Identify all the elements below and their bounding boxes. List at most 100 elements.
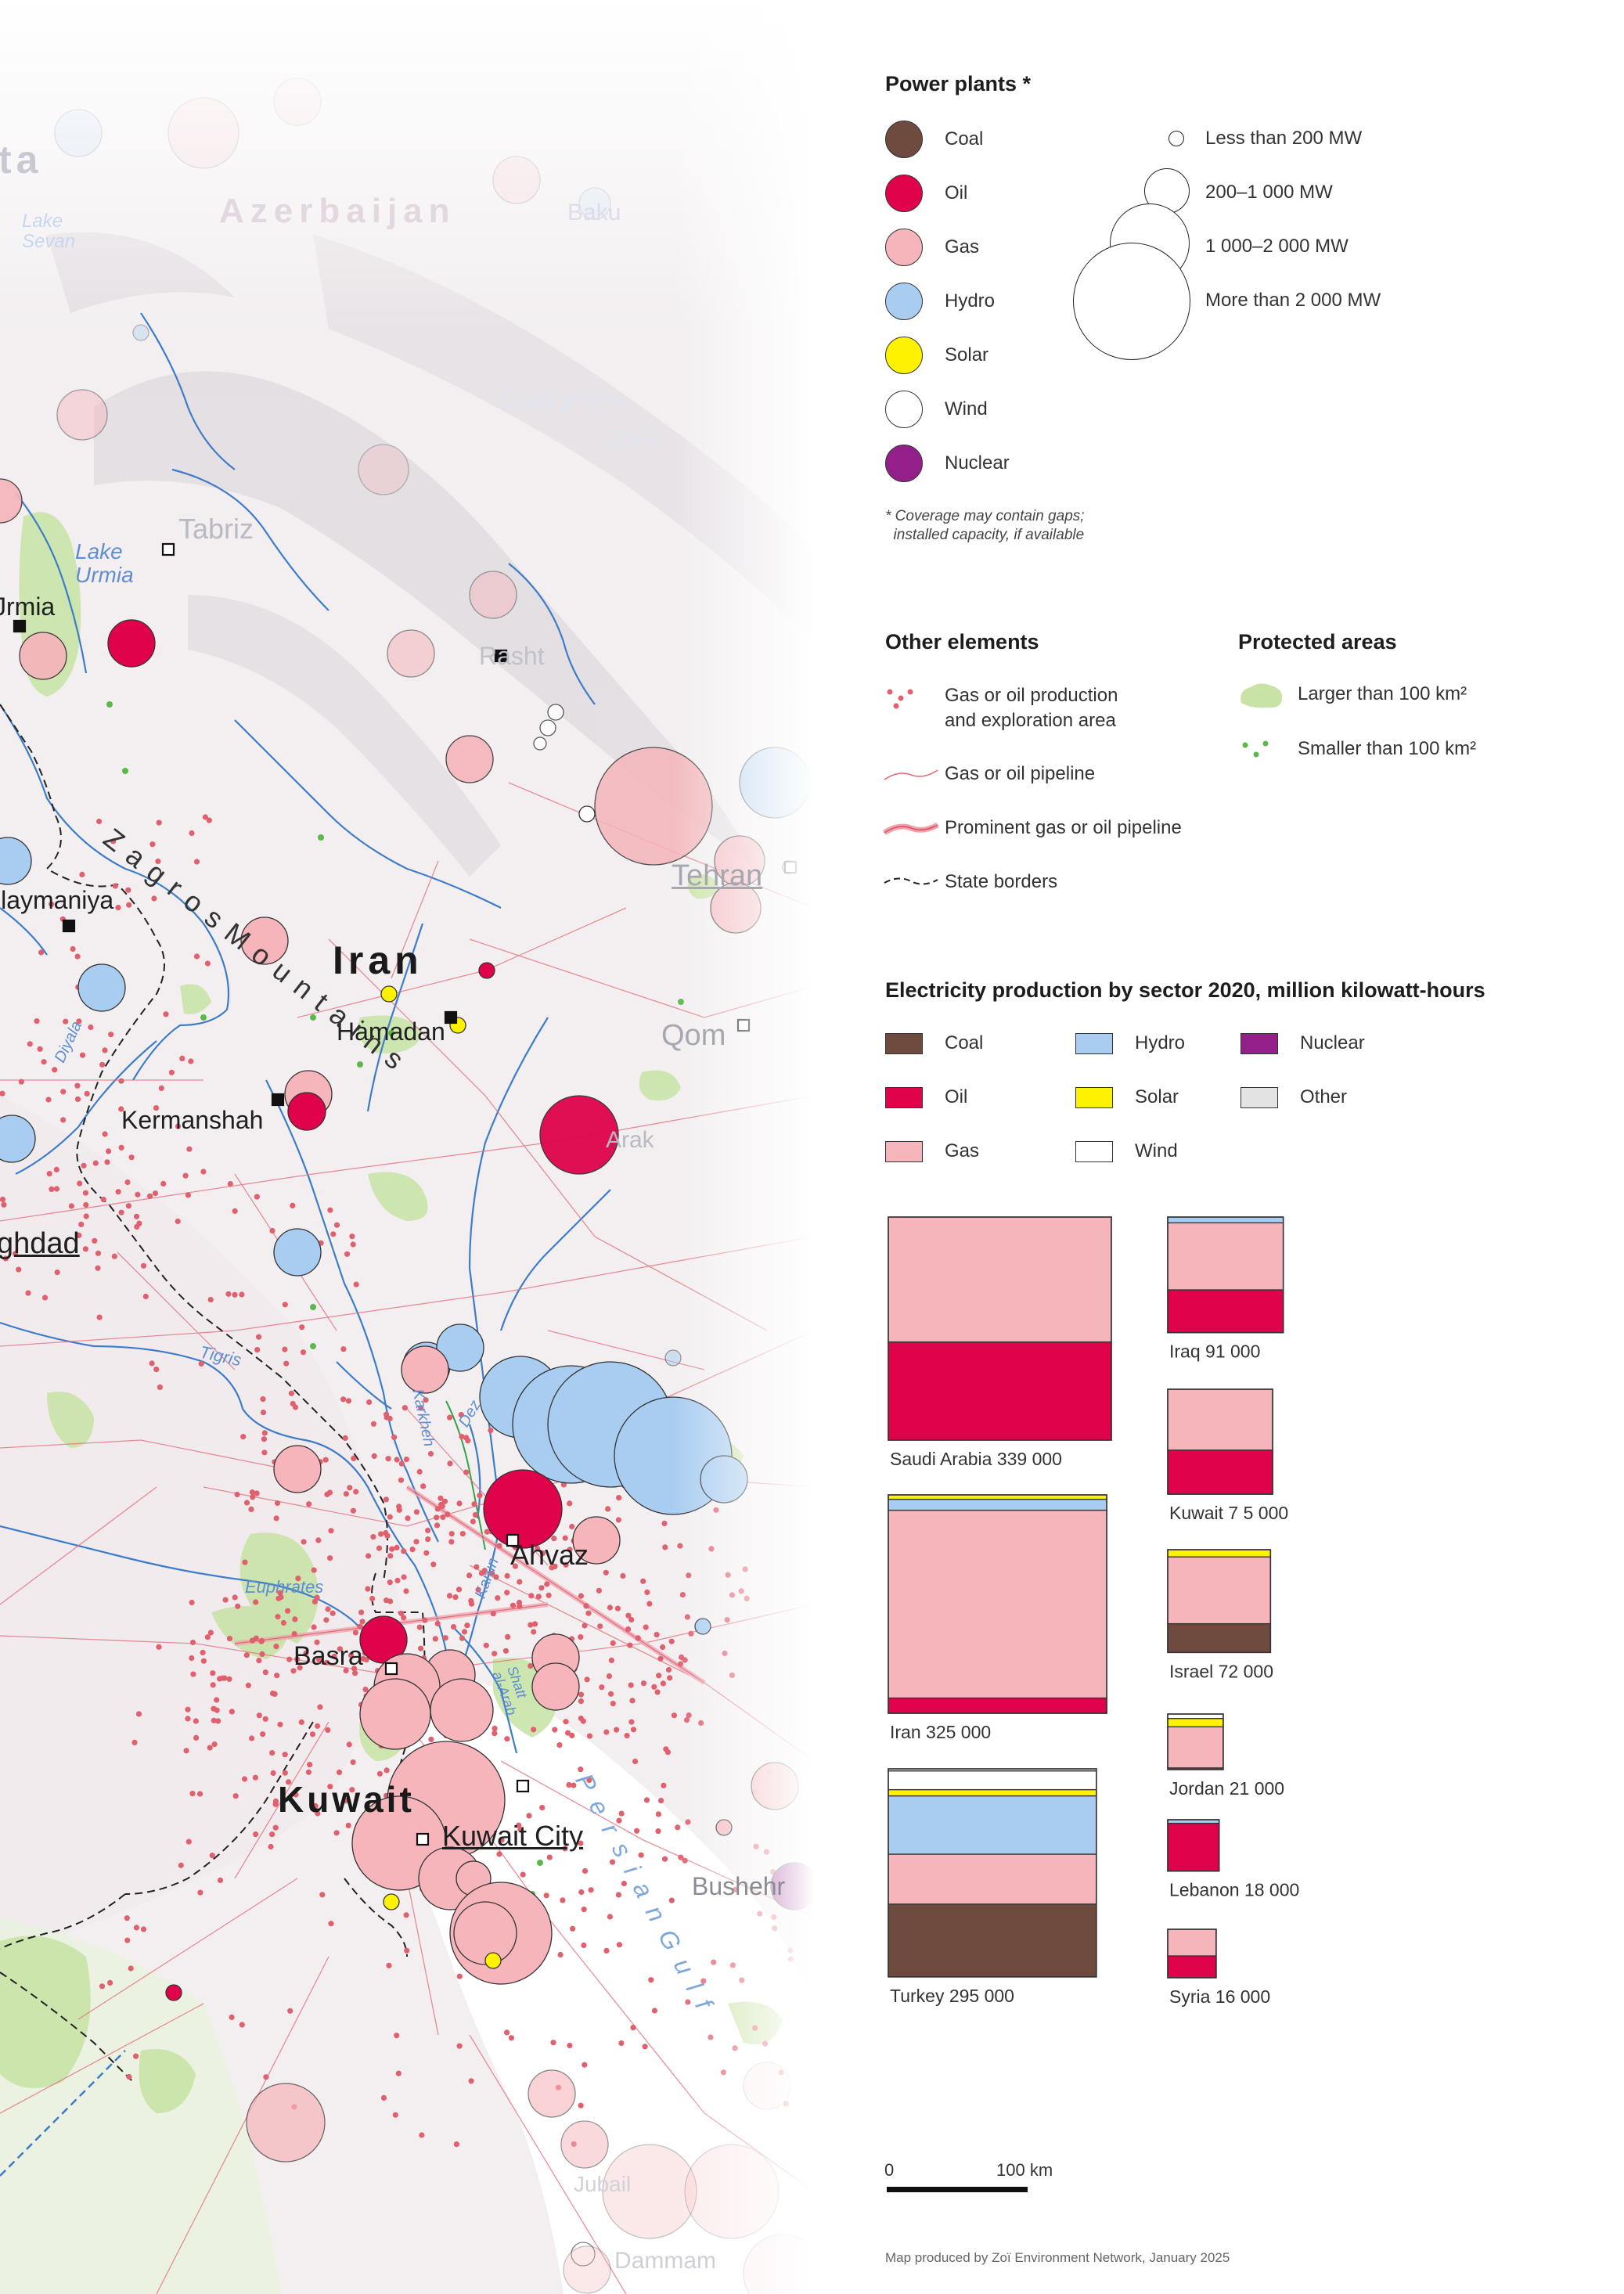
power-plant-solar-22[interactable]: [380, 985, 398, 1003]
field-dot-742: [517, 1826, 524, 1833]
power-plant-oil-21[interactable]: [478, 962, 495, 979]
power-plant-gas-46[interactable]: [430, 1678, 494, 1742]
field-dot-438: [82, 1246, 88, 1252]
label-urmia: Jrmia: [0, 592, 56, 621]
field-dot-519: [461, 1629, 468, 1635]
field-dot-312: [481, 1568, 488, 1574]
field-dot-608: [578, 1715, 584, 1722]
field-dot-481: [350, 1241, 356, 1248]
power-plant-gas-69[interactable]: [563, 2245, 611, 2294]
power-plant-oil-25[interactable]: [287, 1092, 326, 1131]
field-dot-184: [207, 1630, 214, 1636]
power-plant-gas-62[interactable]: [528, 2069, 576, 2118]
other-item-fields: Gas or oil production and exploration ar…: [945, 685, 1118, 731]
field-dot-636: [664, 1749, 672, 1756]
power-plant-gas-6[interactable]: [56, 389, 108, 441]
power-plant-hydro-28[interactable]: [273, 1228, 322, 1277]
power-plant-gas-13[interactable]: [445, 735, 494, 783]
border-2: [124, 1721, 314, 1895]
power-plant-gas-10[interactable]: [19, 632, 67, 680]
power-plant-wind-70[interactable]: [547, 704, 564, 721]
bar-segment-hydro: [888, 1498, 1107, 1511]
field-dot-45: [234, 1491, 240, 1498]
field-dot-304: [567, 1500, 573, 1507]
power-plant-gas-9[interactable]: [0, 478, 23, 524]
rivers: [0, 312, 611, 1754]
label-qom: Qom: [661, 1019, 726, 1052]
power-plant-gas-37[interactable]: [273, 1445, 322, 1493]
power-plant-solar-54[interactable]: [484, 1952, 502, 1969]
field-dot-677: [178, 1862, 184, 1868]
power-plant-oil-60[interactable]: [165, 1984, 182, 2001]
field-dot-490: [349, 1233, 355, 1240]
field-dot-649: [197, 1889, 203, 1896]
field-dot-235: [357, 1623, 363, 1630]
power-plant-hydro-27[interactable]: [0, 1115, 36, 1163]
pipeline-15: [484, 1095, 596, 1237]
bar-iraq: Iraq 91 000: [1167, 1216, 1284, 1362]
field-dot-362: [445, 1511, 451, 1518]
field-dot-468: [340, 1346, 347, 1352]
power-plant-oil-38[interactable]: [483, 1469, 563, 1549]
field-dot-329: [556, 1742, 563, 1748]
bar-outline: [1167, 1713, 1224, 1770]
field-dot-392: [179, 1055, 185, 1061]
power-plant-gas-7[interactable]: [358, 444, 409, 495]
field-dot-69: [235, 1603, 241, 1609]
field-dot-726: [562, 1846, 568, 1852]
power-plant-wind-73[interactable]: [578, 805, 596, 823]
sector-label-hydro: Hydro: [1135, 1032, 1186, 1053]
field-dot-684: [618, 2040, 625, 2047]
map-panel[interactable]: ta Azerbaijan Baku Lake Sevan C a s p i …: [0, 0, 814, 2294]
field-dot-393: [41, 1059, 47, 1065]
power-plant-hydro-20[interactable]: [77, 963, 126, 1012]
field-dot-418: [68, 1203, 74, 1209]
power-plant-gas-31[interactable]: [401, 1345, 449, 1394]
label-ahvaz: Ahvaz: [510, 1539, 589, 1571]
power-plant-solar-53[interactable]: [383, 1893, 400, 1910]
field-dot-654: [183, 1748, 189, 1754]
field-dot-308: [531, 1629, 537, 1635]
field-dot-268: [226, 1636, 233, 1642]
field-dot-389: [125, 887, 131, 893]
power-plant-gas-63[interactable]: [560, 2120, 609, 2169]
city-marker-2: [506, 1533, 520, 1547]
power-plant-gas-12[interactable]: [387, 629, 435, 678]
power-plant-gas-45[interactable]: [359, 1678, 431, 1750]
field-dot-231: [189, 1639, 196, 1646]
power-plant-wind-68[interactable]: [571, 2242, 596, 2267]
pipeline-2: [312, 1142, 549, 1175]
protected-area-11: [139, 2049, 196, 2113]
power-plant-gas-42[interactable]: [531, 1662, 580, 1711]
field-dot-177: [376, 1770, 383, 1777]
power-plant-hydro-18[interactable]: [0, 837, 32, 885]
field-dot-221: [331, 1653, 337, 1659]
field-dot-463: [290, 1202, 296, 1208]
map-canvas[interactable]: [0, 0, 814, 2294]
bar-label: Syria 16 000: [1169, 1986, 1270, 2007]
power-plant-hydro-30[interactable]: [436, 1323, 484, 1372]
field-dot-381: [53, 1166, 59, 1172]
power-plant-wind-71[interactable]: [539, 719, 556, 736]
field-dot-613: [651, 1684, 657, 1690]
field-dot-65: [288, 1390, 294, 1396]
field-dot-311: [394, 1544, 400, 1550]
field-dot-517: [578, 1593, 585, 1599]
power-plant-gas-19[interactable]: [240, 917, 289, 965]
sector-swatch-wind: [1075, 1141, 1113, 1162]
power-plant-gas-61[interactable]: [246, 2083, 326, 2163]
protected-item-small: Smaller than 100 km²: [1298, 738, 1477, 759]
power-plant-oil-26[interactable]: [539, 1095, 619, 1175]
field-dot-465: [140, 1262, 147, 1269]
power-plant-gas-8[interactable]: [469, 571, 517, 619]
field-dot-86: [403, 1588, 409, 1594]
field-dot-206: [309, 1731, 316, 1738]
power-plant-gas-39[interactable]: [572, 1516, 621, 1565]
field-dot-78: [383, 1496, 389, 1503]
field-dot-223: [360, 1655, 366, 1662]
river-0: [0, 704, 230, 1081]
power-plant-gas-52[interactable]: [453, 1901, 517, 1965]
power-plant-oil-11[interactable]: [107, 619, 156, 668]
power-plant-wind-72[interactable]: [533, 736, 547, 751]
field-dot-172: [190, 1671, 196, 1677]
